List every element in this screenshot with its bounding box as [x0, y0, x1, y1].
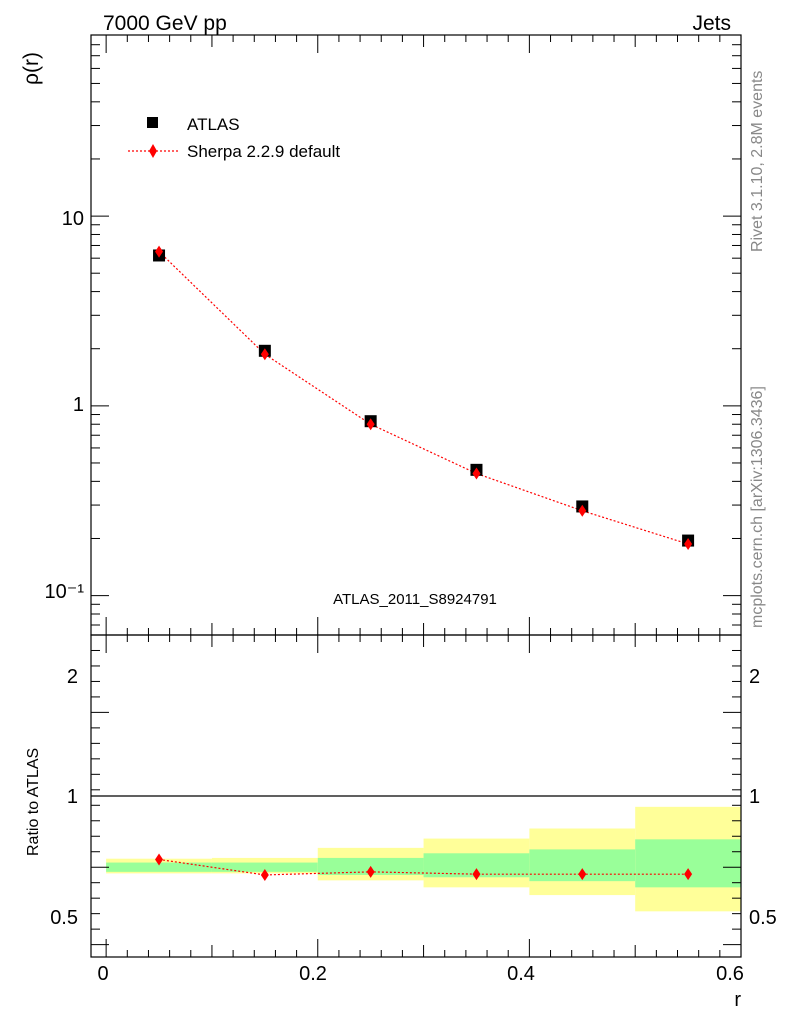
ratio-axis-ticks — [91, 634, 742, 957]
x-tick-label-0: 0 — [97, 963, 108, 985]
legend: ATLAS Sherpa 2.2.9 default — [128, 115, 340, 161]
main-plot-marks — [153, 245, 695, 551]
sherpa-point — [366, 418, 375, 431]
sherpa-point — [260, 348, 269, 361]
header-right-label: Jets — [692, 12, 731, 35]
ratio-sherpa-point — [260, 868, 269, 881]
ratio-plot-marks — [155, 853, 693, 881]
main-y-axis-title: ρ(r) — [20, 52, 43, 85]
ratio-sherpa-point — [472, 868, 481, 881]
ratio-inner-band — [423, 853, 530, 878]
main-panel: 10 1 10⁻¹ ρ(r) ATLAS Sherpa 2.2.9 defaul… — [20, 34, 742, 636]
legend-atlas-marker — [147, 117, 158, 128]
x-tick-label-0.4: 0.4 — [507, 963, 535, 985]
main-axis-ticks — [91, 34, 742, 635]
ratio-y-tick-label-right-1: 1 — [749, 786, 760, 808]
ratio-y-tick-label-right-0.5: 0.5 — [749, 907, 777, 929]
ratio-sherpa-point — [578, 868, 587, 881]
ratio-y-tick-label-0.5: 0.5 — [50, 907, 78, 929]
ratio-sherpa-point — [155, 853, 164, 866]
legend-sherpa-marker — [149, 144, 157, 158]
sherpa-point — [155, 245, 164, 258]
main-y-tick-label-1: 1 — [73, 394, 84, 416]
main-y-tick-label-10: 10 — [62, 208, 84, 230]
ratio-sherpa-line — [158, 858, 689, 876]
x-axis-title: r — [734, 989, 741, 1011]
sherpa-point — [472, 467, 481, 480]
ratio-y-tick-labels: 2 1 0.5 2 1 0.5 — [50, 666, 777, 929]
ratio-panel: 2 1 0.5 2 1 0.5 0 0.2 0.4 0.6 r Ratio to… — [25, 634, 777, 1011]
ratio-y-tick-label-right-2: 2 — [749, 666, 760, 688]
main-y-tick-labels: 10 1 10⁻¹ — [45, 208, 85, 603]
main-y-tick-label-0.1: 10⁻¹ — [45, 581, 85, 603]
ratio-inner-band — [106, 862, 212, 872]
legend-sherpa-label: Sherpa 2.2.9 default — [187, 142, 340, 161]
ratio-y-tick-label-1: 1 — [67, 786, 78, 808]
x-tick-labels: 0 0.2 0.4 0.6 — [97, 963, 743, 985]
sherpa-point — [578, 504, 587, 517]
ratio-sherpa-point — [684, 868, 693, 881]
ratio-uncertainty-bands — [106, 806, 741, 912]
header-left-label: 7000 GeV pp — [103, 12, 227, 35]
ratio-inner-band — [211, 862, 318, 872]
x-tick-label-0.2: 0.2 — [299, 963, 327, 985]
legend-atlas-label: ATLAS — [187, 115, 240, 134]
sherpa-line — [158, 251, 689, 545]
mcplots-reference-label: mcplots.cern.ch [arXiv:1306.3436] — [749, 386, 766, 628]
ratio-y-axis-title: Ratio to ATLAS — [25, 748, 42, 856]
ratio-plot-frame — [90, 634, 742, 958]
x-tick-label-0.6: 0.6 — [716, 963, 744, 985]
ratio-sherpa-point — [366, 865, 375, 878]
analysis-watermark: ATLAS_2011_S8924791 — [333, 591, 497, 608]
ratio-y-tick-label-2: 2 — [67, 666, 78, 688]
rivet-version-label: Rivet 3.1.10, 2.8M events — [749, 71, 766, 252]
sherpa-point — [684, 538, 693, 551]
